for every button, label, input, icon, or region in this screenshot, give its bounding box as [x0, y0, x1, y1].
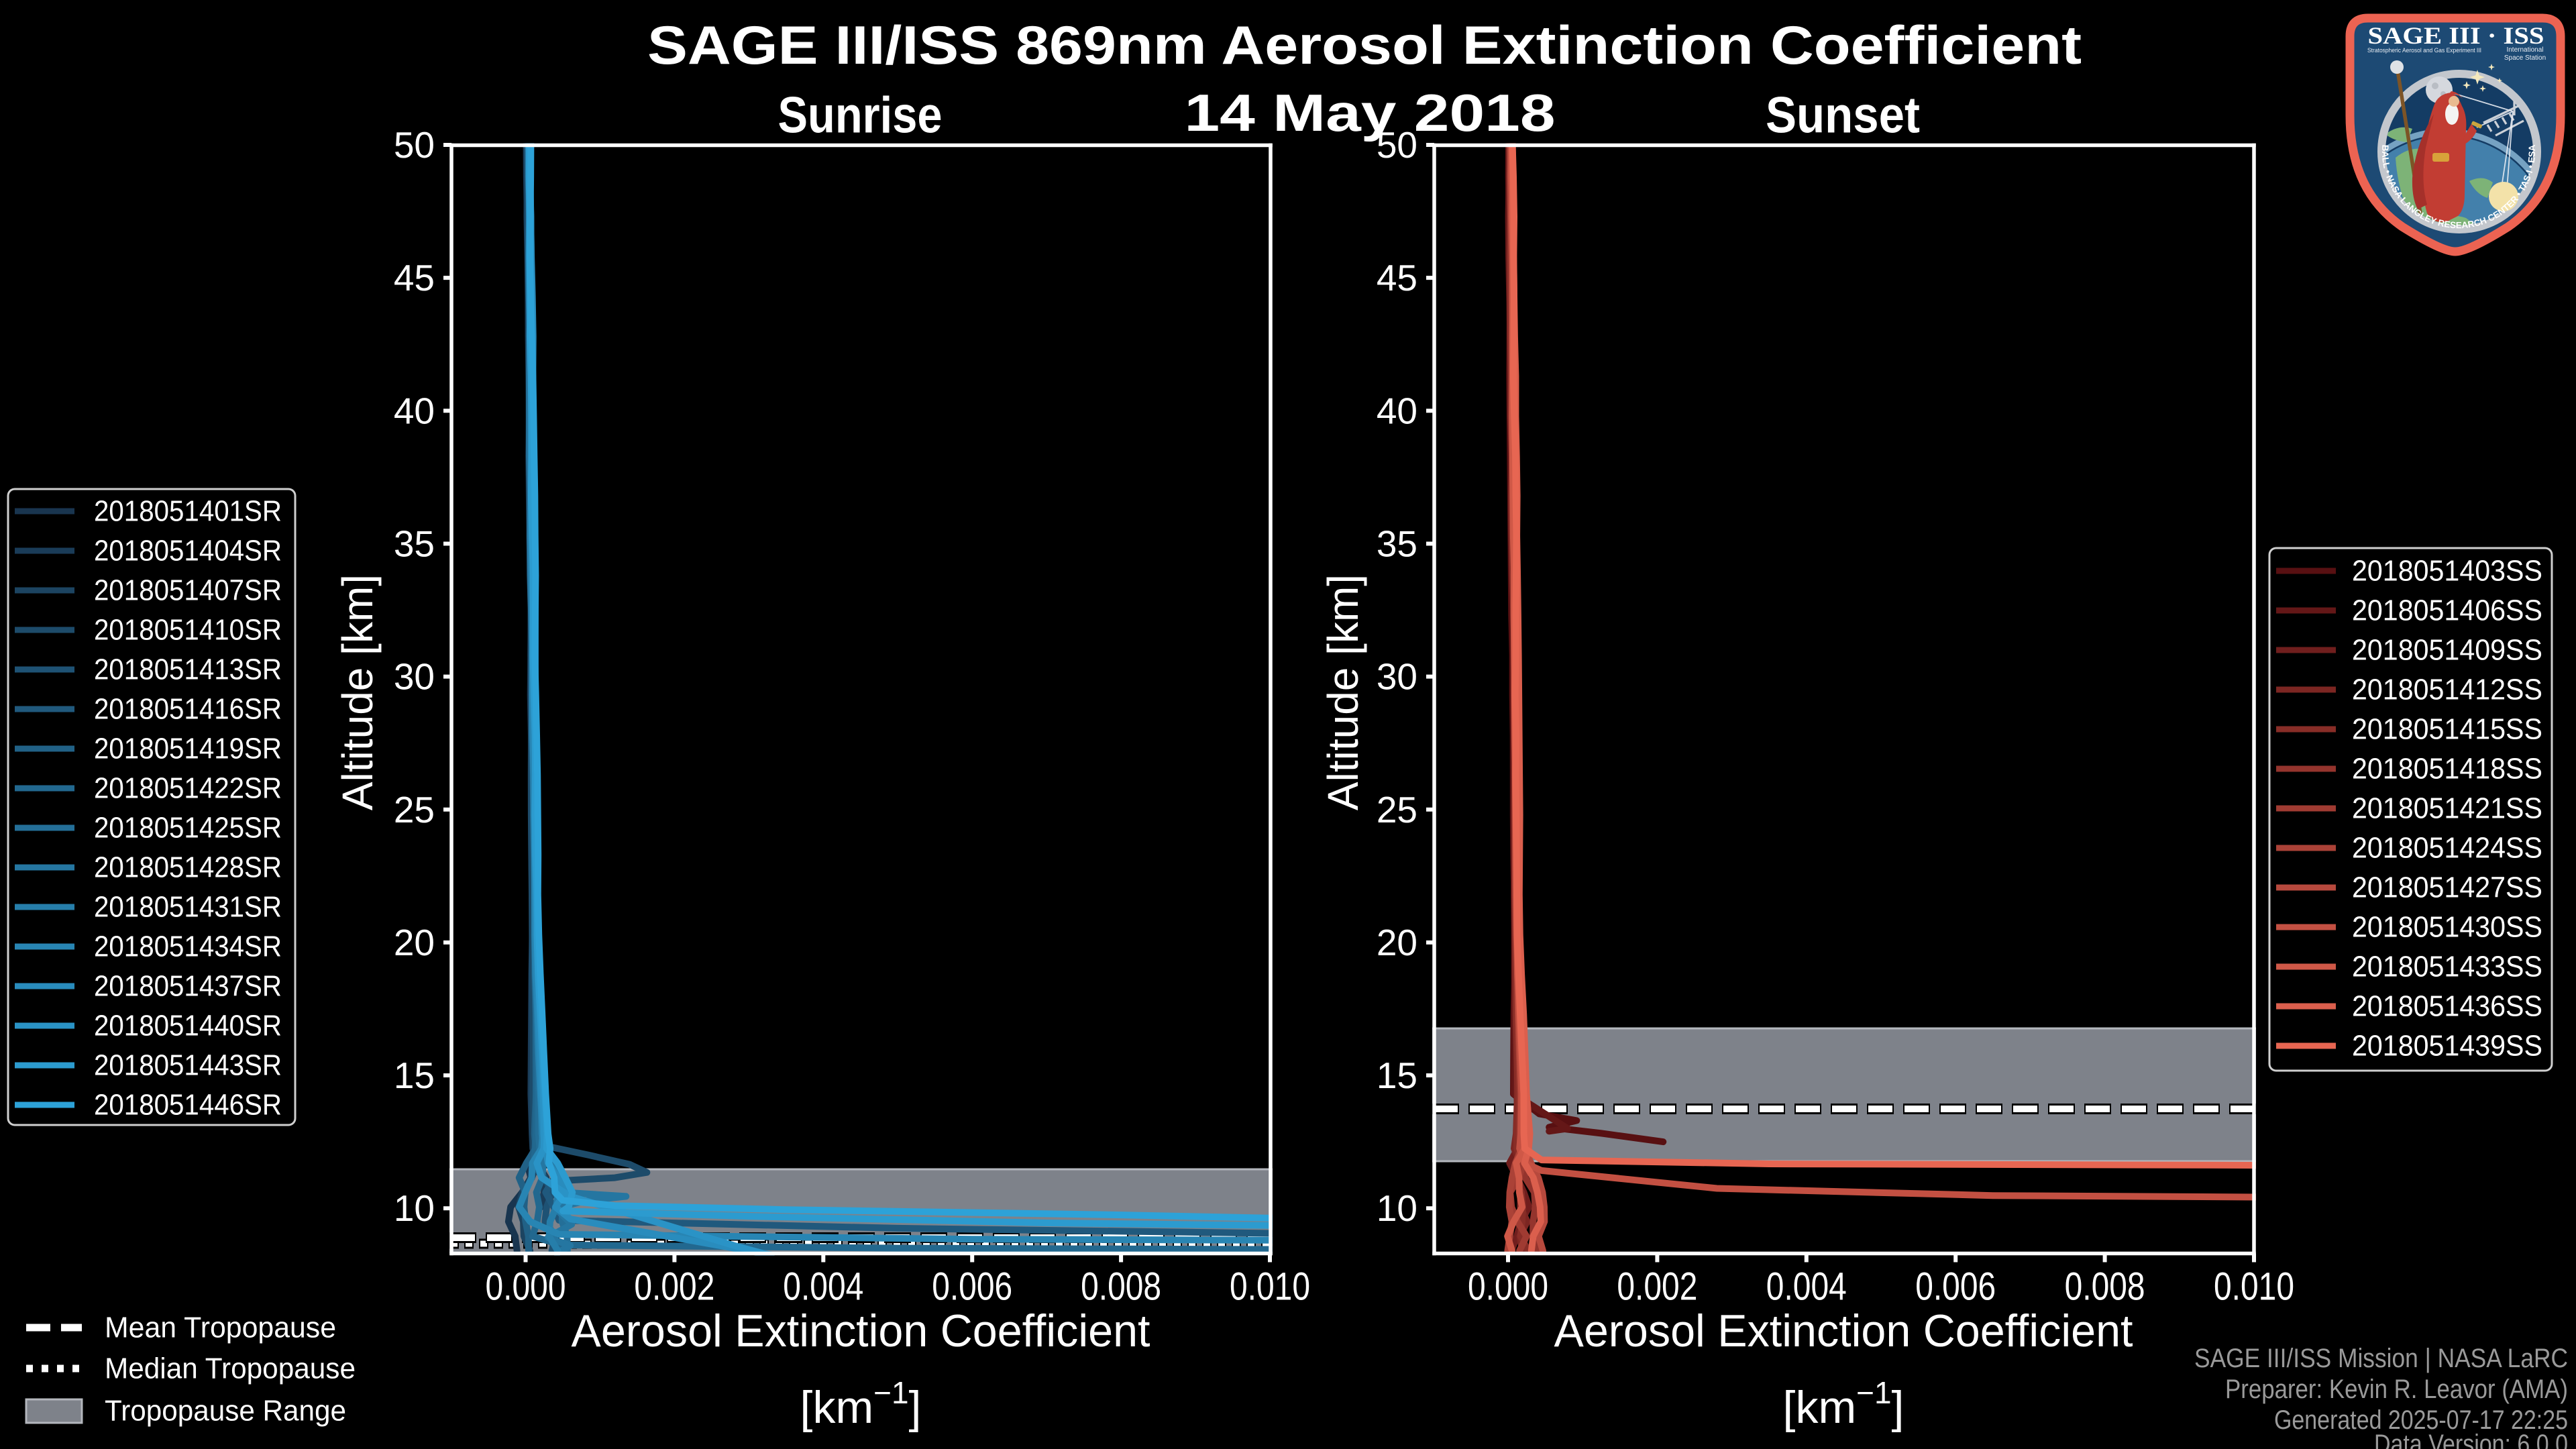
svg-text:Stratospheric Aerosol and Gas: Stratospheric Aerosol and Gas Experiment…: [2367, 47, 2481, 54]
svg-text:2018051404SR: 2018051404SR: [94, 535, 282, 568]
svg-text:2018051421SS: 2018051421SS: [2352, 792, 2542, 825]
svg-text:25: 25: [1377, 789, 1417, 830]
svg-text:2018051436SS: 2018051436SS: [2352, 990, 2542, 1023]
svg-text:15: 15: [1377, 1055, 1417, 1096]
svg-text:Mean Tropopause: Mean Tropopause: [105, 1311, 336, 1344]
svg-text:2018051446SR: 2018051446SR: [94, 1089, 282, 1122]
svg-text:2018051433SS: 2018051433SS: [2352, 951, 2542, 983]
svg-text:2018051401SR: 2018051401SR: [94, 495, 282, 528]
svg-text:2018051425SR: 2018051425SR: [94, 812, 282, 845]
svg-text:Preparer: Kevin R. Leavor (AMA: Preparer: Kevin R. Leavor (AMA): [2225, 1375, 2568, 1404]
svg-text:50: 50: [1377, 124, 1417, 166]
svg-text:2018051434SR: 2018051434SR: [94, 930, 282, 963]
svg-text:2018051403SS: 2018051403SS: [2352, 555, 2542, 588]
svg-text:[km−1]: [km−1]: [800, 1375, 922, 1433]
svg-text:2018051437SR: 2018051437SR: [94, 970, 282, 1003]
svg-text:2018051419SR: 2018051419SR: [94, 733, 282, 765]
svg-text:0.004: 0.004: [1766, 1265, 1847, 1309]
svg-text:25: 25: [394, 789, 435, 830]
svg-text:2018051418SS: 2018051418SS: [2352, 753, 2542, 786]
svg-text:0.000: 0.000: [486, 1265, 566, 1309]
svg-text:45: 45: [1377, 257, 1417, 299]
svg-text:0.002: 0.002: [1617, 1265, 1697, 1309]
svg-text:2018051427SS: 2018051427SS: [2352, 871, 2542, 904]
svg-text:0.010: 0.010: [1230, 1265, 1310, 1309]
svg-text:0.010: 0.010: [2214, 1265, 2294, 1309]
svg-text:30: 30: [1377, 656, 1417, 698]
svg-text:10: 10: [394, 1187, 435, 1229]
svg-text:Tropopause Range: Tropopause Range: [105, 1395, 346, 1428]
svg-text:Space Station: Space Station: [2504, 54, 2546, 62]
svg-text:2018051413SR: 2018051413SR: [94, 653, 282, 686]
svg-text:0.008: 0.008: [1081, 1265, 1161, 1309]
svg-text:SAGE III/ISS Mission | NASA La: SAGE III/ISS Mission | NASA LaRC: [2194, 1344, 2568, 1373]
svg-text:2018051407SR: 2018051407SR: [94, 574, 282, 607]
svg-text:Aerosol Extinction Coefficient: Aerosol Extinction Coefficient: [1554, 1305, 2133, 1356]
svg-text:2018051430SS: 2018051430SS: [2352, 911, 2542, 944]
svg-text:2018051415SS: 2018051415SS: [2352, 713, 2542, 746]
svg-text:35: 35: [1377, 523, 1417, 564]
svg-text:Generated 2025-07-17 22:25: Generated 2025-07-17 22:25: [2274, 1405, 2568, 1435]
svg-text:2018051428SR: 2018051428SR: [94, 851, 282, 884]
svg-text:Sunrise: Sunrise: [778, 87, 943, 144]
svg-text:2018051431SR: 2018051431SR: [94, 891, 282, 924]
svg-text:Data Version: 6.0.0: Data Version: 6.0.0: [2374, 1430, 2568, 1449]
svg-text:2018051409SS: 2018051409SS: [2352, 634, 2542, 667]
svg-text:2018051406SS: 2018051406SS: [2352, 594, 2542, 627]
svg-text:2018051439SS: 2018051439SS: [2352, 1030, 2542, 1063]
svg-text:35: 35: [394, 523, 435, 564]
svg-text:40: 40: [394, 390, 435, 431]
svg-text:10: 10: [1377, 1187, 1417, 1229]
svg-text:2018051422SR: 2018051422SR: [94, 772, 282, 805]
svg-text:Median Tropopause: Median Tropopause: [105, 1352, 356, 1385]
svg-text:30: 30: [394, 656, 435, 698]
svg-text:2018051416SR: 2018051416SR: [94, 693, 282, 726]
svg-text:0.000: 0.000: [1468, 1265, 1548, 1309]
svg-text:20: 20: [1377, 922, 1417, 963]
svg-text:2018051443SR: 2018051443SR: [94, 1049, 282, 1082]
svg-text:SAGE III/ISS 869nm Aerosol Ext: SAGE III/ISS 869nm Aerosol Extinction Co…: [647, 15, 2082, 76]
svg-text:2018051440SR: 2018051440SR: [94, 1010, 282, 1042]
svg-text:0.008: 0.008: [2065, 1265, 2145, 1309]
svg-text:2018051410SR: 2018051410SR: [94, 614, 282, 647]
svg-text:Altitude [km]: Altitude [km]: [1319, 574, 1367, 810]
svg-text:15: 15: [394, 1055, 435, 1096]
svg-text:0.004: 0.004: [783, 1265, 863, 1309]
svg-text:14 May 2018: 14 May 2018: [1185, 83, 1556, 142]
svg-text:Altitude [km]: Altitude [km]: [333, 574, 382, 810]
svg-text:0.006: 0.006: [932, 1265, 1012, 1309]
svg-text:45: 45: [394, 257, 435, 299]
svg-text:2018051424SS: 2018051424SS: [2352, 832, 2542, 865]
svg-text:0.006: 0.006: [1915, 1265, 1996, 1309]
svg-text:40: 40: [1377, 390, 1417, 431]
svg-text:0.002: 0.002: [634, 1265, 714, 1309]
svg-text:Sunset: Sunset: [1766, 87, 1920, 144]
svg-text:20: 20: [394, 922, 435, 963]
svg-text:International: International: [2506, 46, 2543, 54]
svg-text:SAGE III · ISS: SAGE III · ISS: [2368, 22, 2544, 49]
svg-text:50: 50: [394, 124, 435, 166]
svg-text:Aerosol Extinction Coefficient: Aerosol Extinction Coefficient: [572, 1305, 1150, 1356]
svg-text:2018051412SS: 2018051412SS: [2352, 674, 2542, 706]
